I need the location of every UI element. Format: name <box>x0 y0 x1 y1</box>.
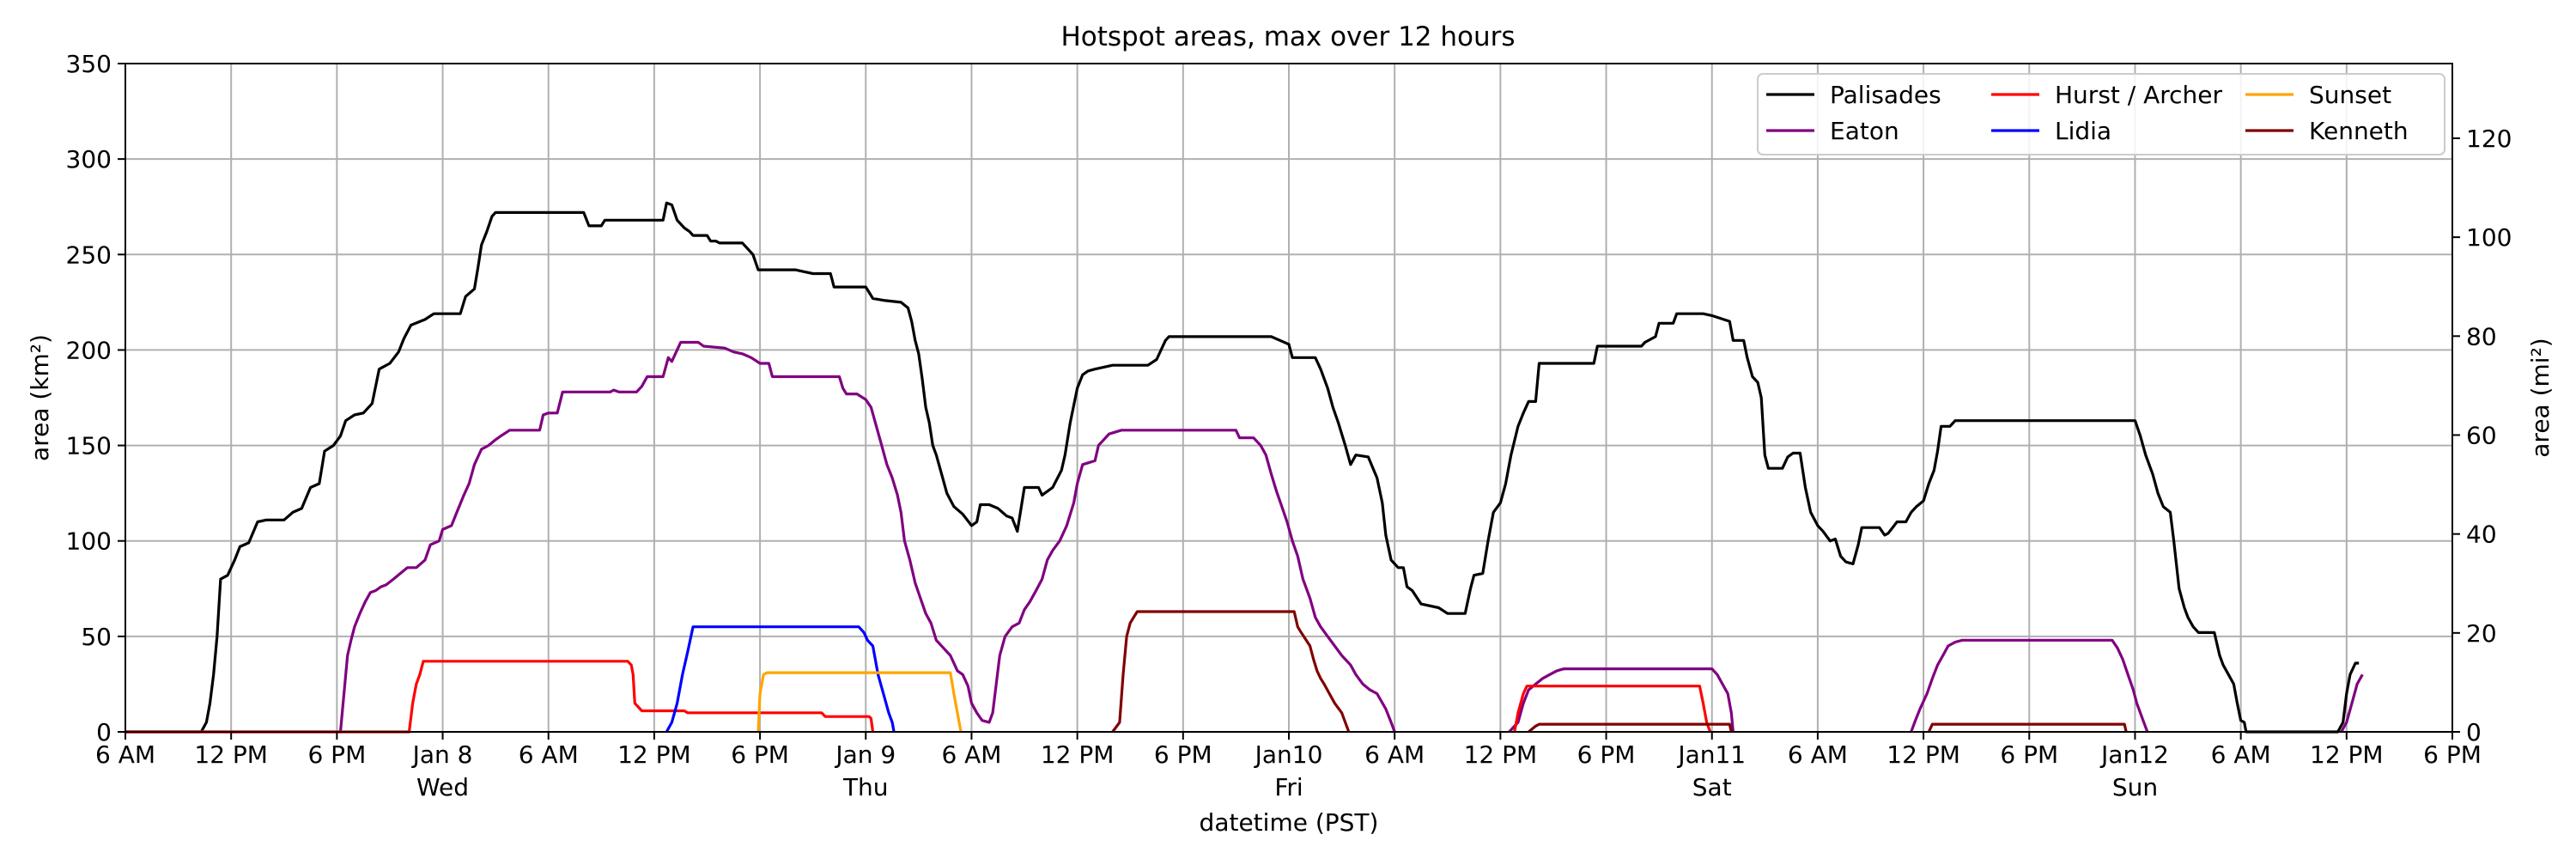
series-line-hurst-archer <box>125 660 875 734</box>
y-tick-label: 300 <box>66 145 112 174</box>
legend-label: Sunset <box>2309 81 2391 109</box>
y-tick-label: 350 <box>66 50 112 78</box>
x-tick-label: Jan10 <box>1254 740 1323 769</box>
x-axis: 6 AM 12 PM 6 PM Jan 8 Wed 6 AM 12 PM 6 PM Jan 9 T… <box>95 732 2482 801</box>
x-tick-label: 12 PM <box>194 740 268 769</box>
y-right-tick-label: 120 <box>2466 125 2512 153</box>
y-axis-label-left: area (km²) <box>26 334 54 461</box>
y-tick-label: 0 <box>96 718 112 746</box>
x-tick-label: 12 PM <box>617 740 691 769</box>
x-tick-label: 6 AM <box>519 740 579 769</box>
x-tick-label: 6 PM <box>2000 740 2058 769</box>
x-tick-label: 6 PM <box>2423 740 2482 769</box>
x-tick-label: Jan11 <box>1676 740 1746 769</box>
y-tick-label: 50 <box>81 623 112 651</box>
x-tick-label: 6 PM <box>1577 740 1636 769</box>
x-axis-label: datetime (PST) <box>1200 808 1379 837</box>
y-axis-left: 0 50 100 150 200 250 300 350 <box>66 50 125 746</box>
x-tick-label: Jan 9 <box>834 740 896 769</box>
x-tick-label: Jan 8 <box>411 740 473 769</box>
chart-title: Hotspot areas, max over 12 hours <box>1060 21 1515 52</box>
x-tick-label: 12 PM <box>1464 740 1538 769</box>
y-right-tick-label: 40 <box>2466 521 2497 549</box>
y-right-tick-label: 60 <box>2466 421 2497 449</box>
x-tick-label: Jan12 <box>2099 740 2169 769</box>
y-tick-label: 150 <box>66 432 112 460</box>
series-line-kenneth <box>1528 722 1733 734</box>
series-line-lidia <box>665 625 896 733</box>
y-right-tick-label: 0 <box>2466 718 2482 746</box>
legend-label: Lidia <box>2055 117 2111 145</box>
y-tick-label: 200 <box>66 336 112 364</box>
x-tick-label: 6 PM <box>731 740 789 769</box>
x-tick-label: 12 PM <box>2310 740 2384 769</box>
x-tick-sublabel: Sun <box>2112 773 2158 801</box>
x-tick-label: 6 AM <box>1788 740 1848 769</box>
series-line-eaton <box>1910 638 2149 733</box>
legend-label: Eaton <box>1830 117 1899 145</box>
y-right-tick-label: 20 <box>2466 619 2497 648</box>
x-tick-label: 6 PM <box>307 740 366 769</box>
y-tick-label: 250 <box>66 241 112 269</box>
series-line-eaton <box>1508 667 1735 734</box>
legend-label: Kenneth <box>2309 117 2409 145</box>
x-tick-label: 6 PM <box>1154 740 1212 769</box>
y-right-tick-label: 100 <box>2466 223 2512 252</box>
x-tick-label: 6 AM <box>2211 740 2271 769</box>
y-tick-label: 100 <box>66 527 112 556</box>
series-line-kenneth <box>1927 722 2128 733</box>
y-axis-label-right: area (mi²) <box>2526 338 2555 457</box>
y-axis-right: 0 20 40 60 80 100 120 <box>2452 125 2512 746</box>
x-tick-label: 12 PM <box>1886 740 1960 769</box>
x-tick-sublabel: Sat <box>1692 773 1732 801</box>
legend-label: Palisades <box>1830 81 1941 109</box>
series-line-kenneth <box>1111 610 1351 733</box>
series-line-sunset <box>756 671 963 733</box>
series-lines <box>125 201 2364 734</box>
x-tick-sublabel: Wed <box>416 773 469 801</box>
y-right-tick-label: 80 <box>2466 322 2497 350</box>
x-tick-label: 6 AM <box>1364 740 1425 769</box>
x-tick-label: 6 AM <box>95 740 155 769</box>
series-line-palisades <box>125 201 2360 734</box>
series-line-eaton <box>2340 673 2364 733</box>
x-tick-label: 6 AM <box>941 740 1001 769</box>
legend-label: Hurst / Archer <box>2055 81 2223 109</box>
x-tick-sublabel: Thu <box>842 773 889 801</box>
x-tick-sublabel: Fri <box>1274 773 1303 801</box>
series-line-eaton <box>125 340 1396 734</box>
x-tick-label: 12 PM <box>1041 740 1115 769</box>
legend: Palisades Eaton Hurst / Archer Lidia Sunset K… <box>1757 73 2445 155</box>
series-line-hurst-archer <box>1513 685 1712 733</box>
